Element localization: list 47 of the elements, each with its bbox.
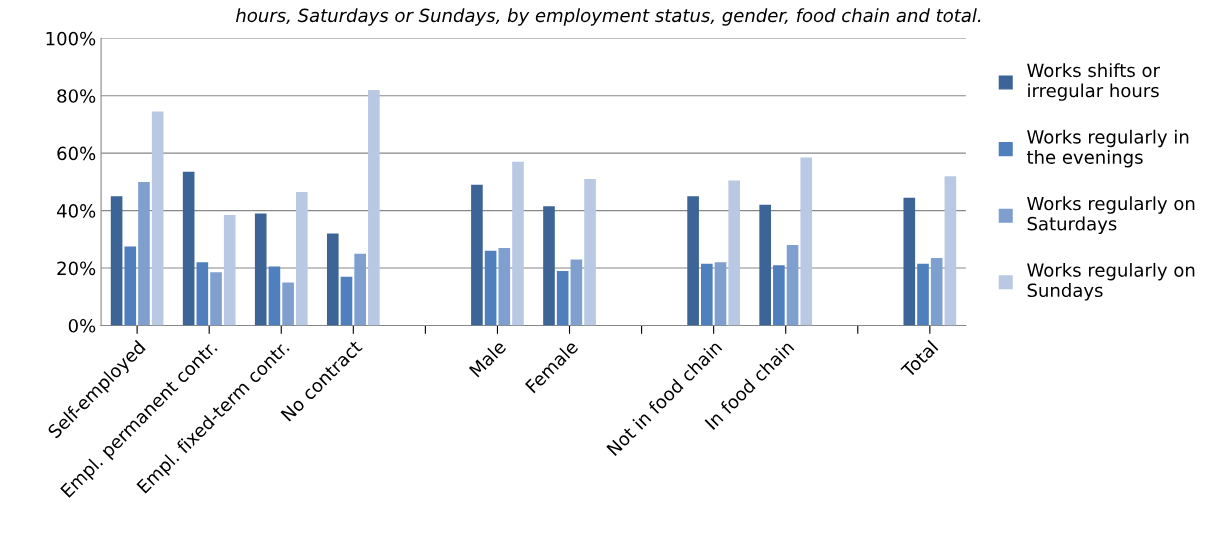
bar	[687, 196, 699, 326]
bar	[151, 111, 164, 326]
legend-label: Works regularly on Sundays	[1027, 262, 1195, 301]
bar	[124, 246, 137, 326]
y-tick-label: 40%	[56, 204, 96, 218]
bar	[282, 282, 294, 326]
y-tick-label: 20%	[57, 261, 96, 276]
bar	[570, 259, 583, 326]
bar	[759, 204, 771, 326]
bar	[584, 179, 596, 326]
y-tick-label: 80%	[57, 89, 96, 103]
bar	[471, 184, 483, 326]
bar	[268, 266, 281, 326]
bar	[326, 233, 339, 326]
bar	[786, 245, 799, 326]
bar	[110, 196, 123, 326]
legend-label: Works shifts or irregular hours	[1027, 63, 1160, 101]
bar	[498, 247, 511, 326]
bar	[903, 197, 916, 326]
bar	[930, 257, 943, 326]
bar	[196, 262, 209, 326]
bar	[295, 191, 308, 326]
bar	[254, 213, 267, 326]
y-tick-label: 100%	[46, 31, 96, 46]
chart-title: hours, Saturdays or Sundays, by employment status, gender, food chain and total.	[235, 8, 981, 26]
bar	[223, 214, 236, 326]
bar	[556, 270, 569, 326]
bar	[484, 250, 497, 326]
bar	[714, 262, 727, 326]
y-tick-label: 0%	[68, 318, 96, 333]
bar	[700, 263, 713, 326]
bar	[354, 253, 366, 326]
bar	[917, 263, 929, 326]
bar	[182, 171, 195, 326]
bar	[210, 272, 222, 326]
bar	[138, 181, 150, 326]
bar	[340, 276, 353, 326]
y-tick-label: 60%	[57, 146, 96, 161]
legend-label: Works regularly in the evenings	[1026, 129, 1189, 168]
bar	[543, 206, 555, 326]
bar	[368, 89, 380, 326]
bar	[512, 161, 524, 326]
bar	[773, 265, 785, 326]
legend-label: Works regularly on Saturdays	[1027, 196, 1195, 235]
bar	[944, 176, 957, 326]
bar	[728, 180, 740, 326]
bar	[800, 157, 813, 326]
